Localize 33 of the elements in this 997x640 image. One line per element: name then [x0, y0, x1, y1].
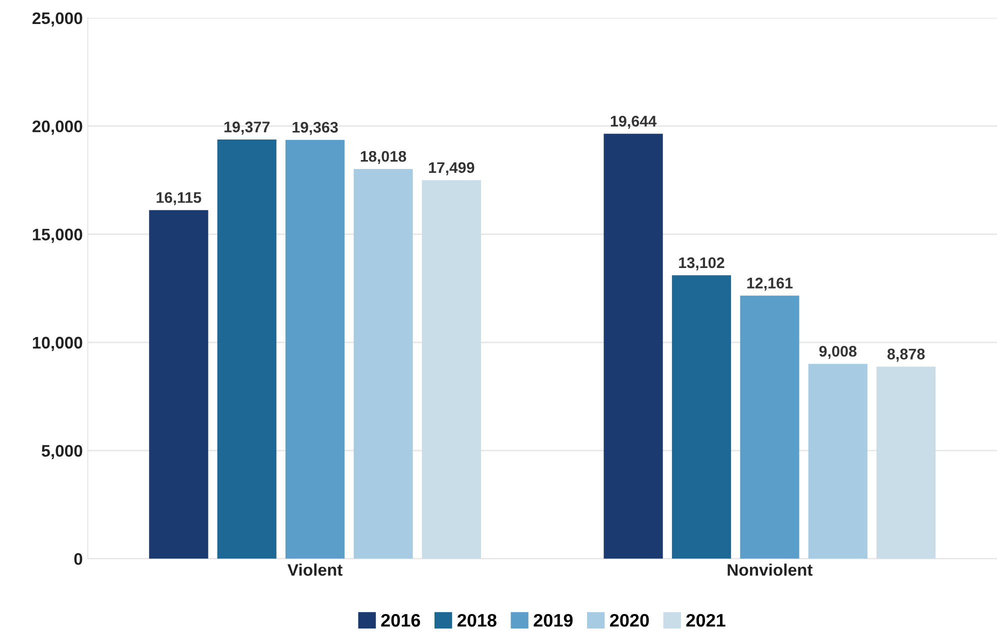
legend-label: 2018: [457, 614, 496, 627]
bar: [217, 140, 276, 559]
data-label: 16,115: [156, 192, 202, 206]
data-label: 13,102: [679, 257, 724, 270]
bar: [354, 168, 413, 559]
legend-label: 2016: [381, 614, 420, 627]
x-tick-label: Nonviolent: [728, 564, 813, 576]
data-label: 19,377: [224, 122, 270, 135]
x-tick-label: Violent: [288, 564, 342, 576]
bar: [740, 296, 800, 559]
y-tick-label: 10,000: [32, 336, 82, 352]
y-tick-label: 25,000: [32, 12, 82, 27]
bar: [808, 364, 868, 559]
data-label: 19,644: [610, 116, 657, 129]
y-tick-label: 15,000: [32, 228, 82, 243]
data-label: 8,878: [887, 348, 925, 362]
legend-label: 2019: [534, 614, 573, 627]
bar: [672, 275, 732, 559]
data-label: 19,363: [292, 122, 338, 135]
y-tick-label: 20,000: [32, 120, 82, 135]
bar: [604, 134, 663, 559]
data-label: 17,499: [429, 162, 474, 176]
legend-label: 2020: [610, 614, 649, 627]
bar: [286, 140, 345, 559]
bar: [149, 210, 208, 559]
legend-label: 2021: [686, 614, 726, 627]
bar: [422, 180, 481, 559]
bar: [876, 366, 936, 559]
y-tick-label: 5,000: [42, 444, 82, 460]
data-label: 18,018: [360, 150, 406, 164]
y-tick-label: 0: [74, 553, 82, 565]
data-label: 12,161: [747, 278, 793, 291]
data-label: 9,008: [819, 346, 857, 359]
